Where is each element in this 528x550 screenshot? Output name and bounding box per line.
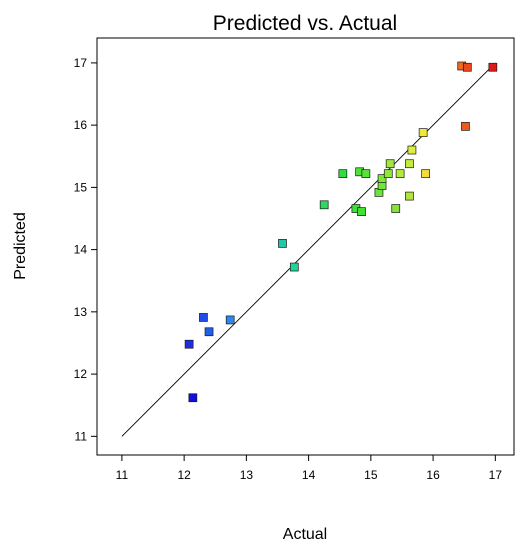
data-point <box>184 339 194 349</box>
y-axis-ticks: 11 12 13 14 15 16 17 <box>74 56 97 443</box>
x-axis-ticks: 11 12 13 14 15 16 17 <box>116 455 503 482</box>
x-axis-label: Actual <box>283 526 327 543</box>
data-point <box>418 128 428 137</box>
x-tick-label: 14 <box>302 468 316 482</box>
y-tick-label: 16 <box>74 118 88 132</box>
plot-area-frame <box>96 37 515 456</box>
y-tick-label: 13 <box>74 305 88 319</box>
x-tick-label: 12 <box>177 468 191 482</box>
x-tick-label: 11 <box>116 468 129 482</box>
data-points-layer <box>184 61 498 403</box>
x-tick-label: 17 <box>489 468 503 482</box>
y-tick-label: 15 <box>74 180 88 194</box>
data-point <box>278 239 287 248</box>
data-point <box>405 159 414 169</box>
x-tick-label: 13 <box>240 468 254 482</box>
data-point <box>383 169 393 179</box>
y-axis-label: Predicted <box>12 212 29 280</box>
data-point <box>338 169 348 179</box>
y-tick-label: 11 <box>75 429 88 443</box>
data-point <box>188 393 198 403</box>
data-point <box>199 313 208 322</box>
data-point <box>204 327 214 337</box>
data-point <box>377 174 387 184</box>
reference-line-layer <box>121 62 496 437</box>
x-tick-label: 16 <box>426 468 440 482</box>
x-tick-label: 15 <box>364 468 378 482</box>
reference-line <box>121 62 496 437</box>
data-point <box>461 122 470 131</box>
data-point <box>357 207 366 216</box>
y-tick-label: 17 <box>74 56 88 70</box>
data-point <box>488 62 498 72</box>
data-point <box>405 191 414 201</box>
y-tick-label: 12 <box>74 367 88 381</box>
data-point <box>421 169 430 179</box>
chart-title: Predicted vs. Actual <box>213 12 397 35</box>
data-point <box>361 169 371 179</box>
data-point <box>395 169 405 179</box>
y-tick-label: 14 <box>74 243 88 257</box>
data-point <box>319 200 329 210</box>
data-point <box>385 159 395 169</box>
data-point <box>391 204 401 213</box>
data-point <box>407 145 417 155</box>
data-point <box>289 262 299 272</box>
data-point <box>462 62 472 72</box>
data-point <box>225 315 235 325</box>
